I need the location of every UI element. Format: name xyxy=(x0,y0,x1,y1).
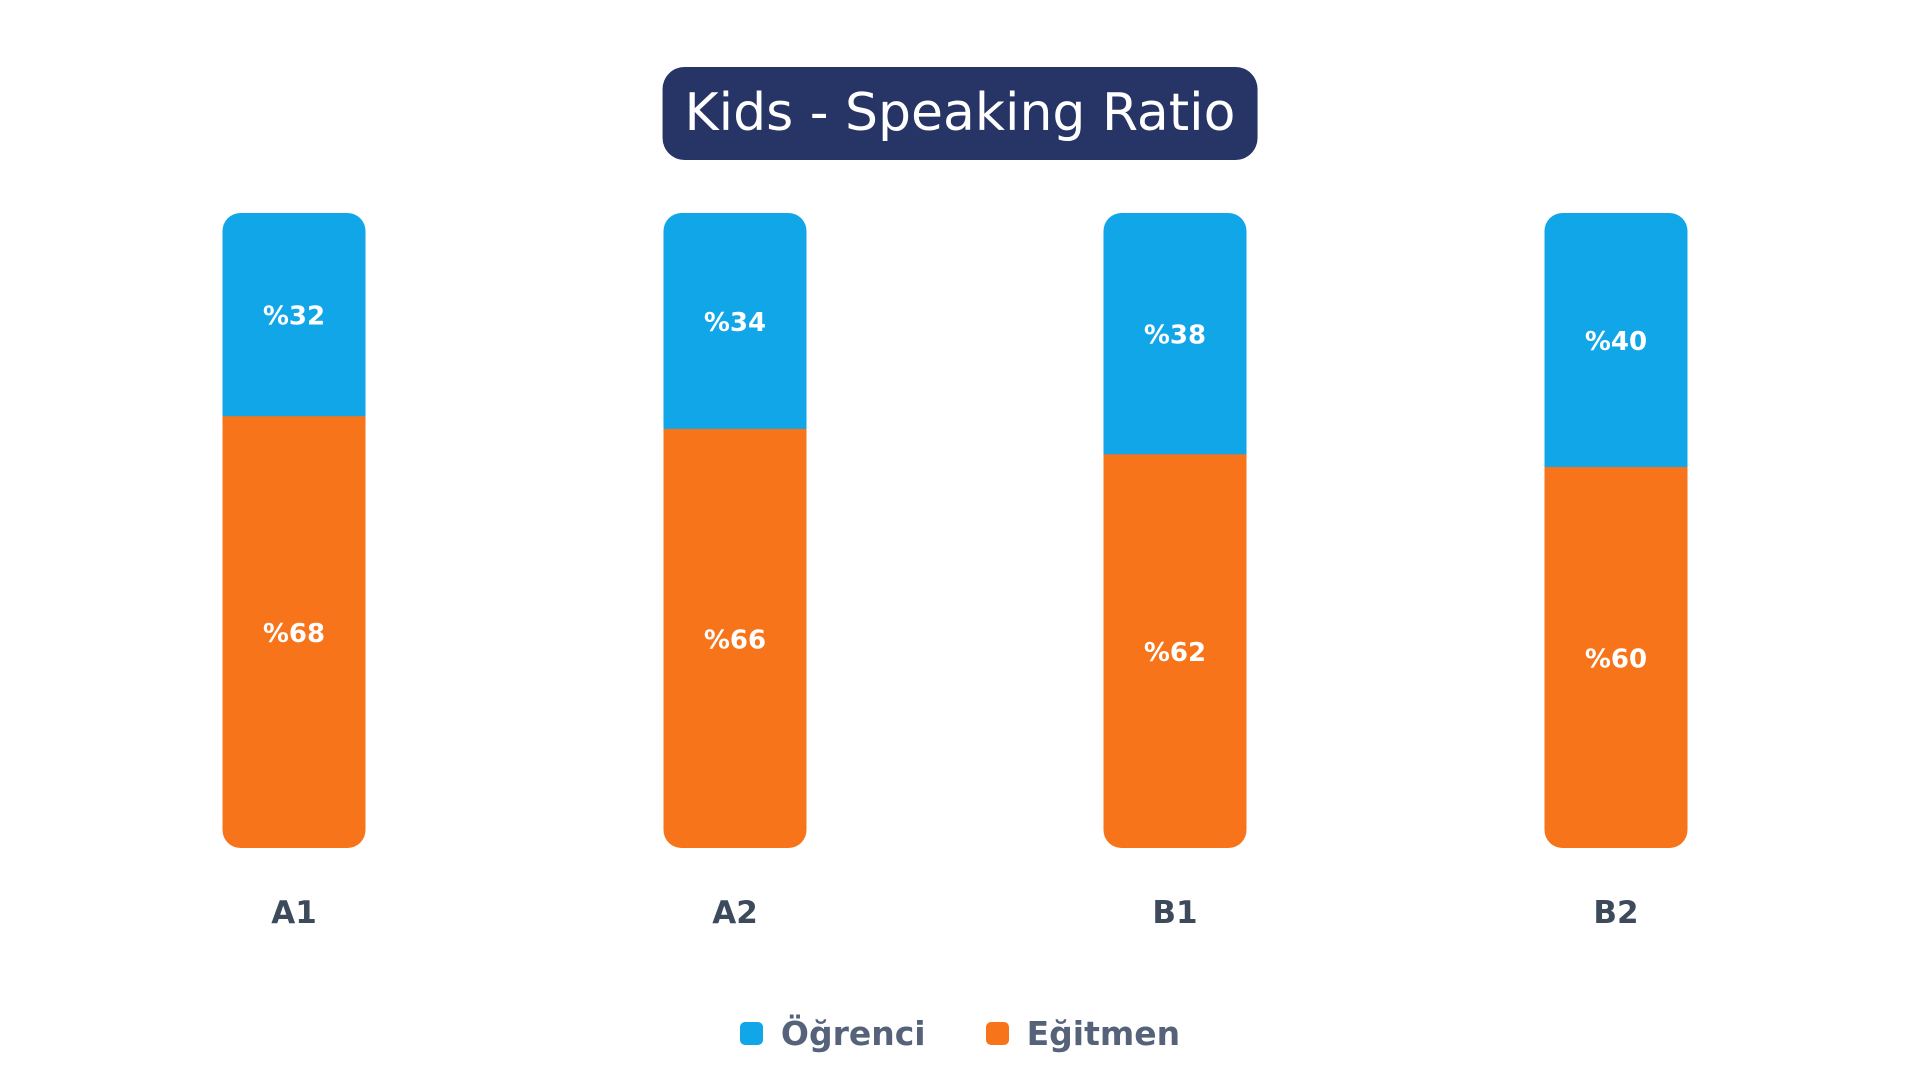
data-label-b2-egitmen: %60 xyxy=(1585,645,1647,675)
category-label-a1: A1 xyxy=(271,895,317,931)
legend-item-ogrenci[interactable]: Öğrenci xyxy=(739,1014,926,1053)
data-label-a2-ogrenci: %34 xyxy=(704,308,766,338)
bar-b2-ogrenci[interactable] xyxy=(1544,213,1688,468)
legend: Öğrenci Eğitmen xyxy=(0,1014,1920,1053)
bar-a1-ogrenci[interactable] xyxy=(222,213,366,418)
data-label-a1-egitmen: %68 xyxy=(263,619,325,649)
stacked-bar-chart: %32 %68 A1 %34 %66 A2 %38 %62 B1 %40 %60 B2 xyxy=(222,213,1688,931)
bar-a2-ogrenci[interactable] xyxy=(663,213,807,430)
bar-b1-ogrenci[interactable] xyxy=(1103,213,1247,456)
data-label-b1-ogrenci: %38 xyxy=(1144,321,1206,351)
legend-swatch-egitmen xyxy=(985,1022,1009,1045)
bar-b2-egitmen[interactable] xyxy=(1544,467,1688,848)
legend-item-egitmen[interactable]: Eğitmen xyxy=(985,1014,1181,1053)
bar-group-a2 xyxy=(663,213,807,848)
bar-group-b1 xyxy=(1103,213,1247,848)
legend-label-ogrenci: Öğrenci xyxy=(780,1014,926,1053)
data-label-a1-ogrenci: %32 xyxy=(263,302,325,332)
category-label-b1: B1 xyxy=(1152,895,1197,931)
data-label-b2-ogrenci: %40 xyxy=(1585,327,1647,357)
data-label-a2-egitmen: %66 xyxy=(704,625,766,655)
category-label-b2: B2 xyxy=(1593,895,1638,931)
bar-a1-egitmen[interactable] xyxy=(222,416,366,848)
legend-label-egitmen: Eğitmen xyxy=(1026,1014,1181,1053)
category-label-a2: A2 xyxy=(712,895,758,931)
bar-a2-egitmen[interactable] xyxy=(663,428,807,848)
chart-title: Kids - Speaking Ratio xyxy=(662,67,1258,160)
bar-group-a1 xyxy=(222,213,366,848)
bar-group-b2 xyxy=(1544,213,1688,848)
legend-swatch-ogrenci xyxy=(739,1022,763,1045)
data-label-b1-egitmen: %62 xyxy=(1144,638,1206,668)
bar-b1-egitmen[interactable] xyxy=(1103,454,1247,848)
